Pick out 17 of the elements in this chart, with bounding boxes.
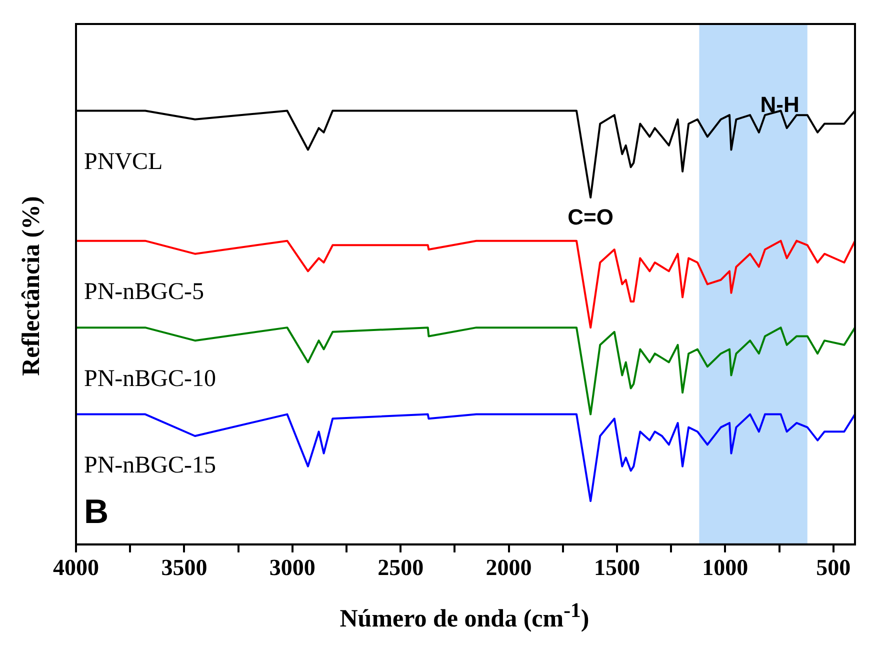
y-axis-title: Reflectância (%) bbox=[18, 196, 46, 376]
series-label: PNVCL bbox=[84, 149, 163, 176]
series-label: PN-nBGC-5 bbox=[84, 279, 204, 306]
annotation: B bbox=[84, 492, 109, 531]
x-axis-title: Número de onda (cm$^{-1}$) bbox=[338, 598, 590, 634]
series-label: PN-nBGC-10 bbox=[84, 366, 216, 392]
x-tick-label: 1000 bbox=[702, 555, 748, 580]
band-label: N-H bbox=[760, 92, 800, 118]
series-label: PN-nBGC-15 bbox=[84, 452, 216, 479]
x-tick-label: 4000 bbox=[53, 555, 99, 580]
x-tick-label: 2500 bbox=[378, 555, 424, 580]
x-tick-label: 3000 bbox=[269, 555, 316, 580]
x-tick-label: 2000 bbox=[486, 555, 532, 580]
x-tick-label: 3500 bbox=[161, 555, 208, 580]
annotation: C=O bbox=[568, 204, 614, 230]
x-tick-label: 1500 bbox=[594, 555, 640, 580]
x-tick-label: 500 bbox=[816, 555, 851, 580]
